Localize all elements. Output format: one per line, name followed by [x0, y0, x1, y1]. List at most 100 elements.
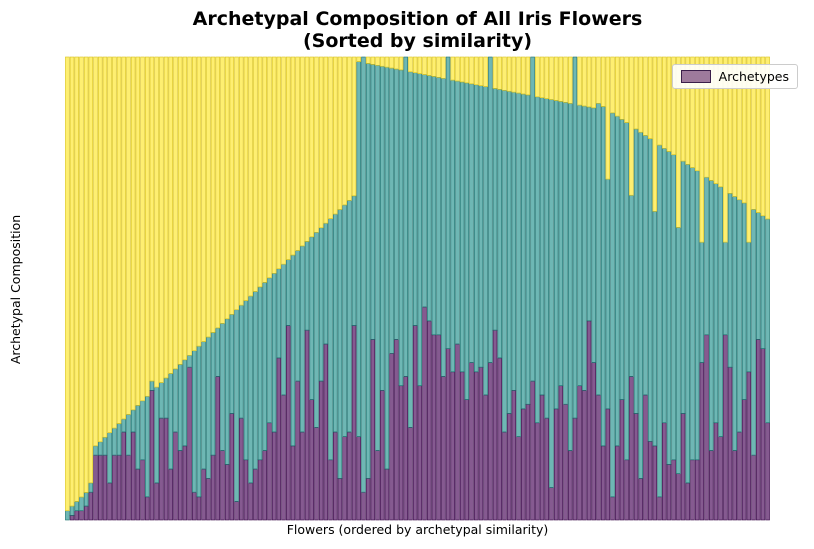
bar-archetype-3	[605, 56, 611, 180]
bar-archetype-3	[427, 56, 432, 76]
bar-archetype-3	[450, 56, 455, 81]
bar-archetype-3	[549, 56, 554, 100]
bar-archetype-1	[549, 487, 554, 521]
bar-archetype-2	[732, 196, 737, 451]
bar-archetype-3	[459, 56, 465, 83]
bar-archetype-3	[295, 56, 300, 251]
bar-archetype-2	[497, 89, 502, 359]
bar-archetype-3	[375, 56, 380, 66]
bar-archetype-2	[474, 84, 479, 373]
bar-archetype-2	[741, 202, 747, 400]
bar-archetype-3	[333, 56, 338, 215]
bar-archetype-1	[168, 468, 173, 521]
bar-archetype-1	[342, 436, 347, 521]
bar-archetype-2	[121, 418, 126, 433]
bar-archetype-1	[469, 362, 474, 521]
bar-archetype-2	[455, 80, 460, 345]
bar-archetype-3	[140, 56, 145, 402]
bar-archetype-2	[671, 154, 676, 461]
bar-archetype-2	[760, 215, 766, 349]
bar-archetype-3	[615, 56, 620, 117]
bar-archetype-2	[398, 69, 404, 387]
bar-archetype-1	[323, 343, 329, 521]
bar-archetype-2	[478, 85, 484, 368]
bar-archetype-1	[718, 436, 723, 521]
bar-archetype-2	[539, 97, 545, 396]
bar-archetype-1	[553, 408, 559, 521]
bar-archetype-2	[65, 510, 70, 521]
bar-archetype-1	[506, 413, 512, 521]
bar-archetype-1	[746, 371, 752, 521]
bar-archetype-3	[577, 56, 582, 106]
bar-archetype-1	[271, 431, 277, 521]
bar-archetype-2	[135, 405, 141, 470]
bar-archetype-1	[600, 445, 606, 521]
bar-archetype-1	[267, 422, 272, 521]
bar-archetype-1	[586, 320, 592, 521]
bar-archetype-3	[304, 56, 310, 242]
bar-archetype-3	[652, 56, 658, 212]
bar-archetype-3	[647, 56, 653, 139]
bar-archetype-3	[69, 56, 75, 507]
bar-archetype-1	[737, 431, 742, 521]
bar-archetype-1	[516, 436, 521, 521]
bar-archetype-1	[328, 459, 333, 521]
bar-archetype-1	[201, 468, 206, 521]
bar-archetype-1	[102, 454, 108, 521]
bar-archetype-1	[215, 376, 220, 521]
bar-archetype-1	[107, 482, 112, 521]
bar-archetype-1	[98, 454, 103, 521]
bar-archetype-1	[154, 482, 159, 521]
bar-archetype-1	[384, 468, 390, 521]
bar-archetype-1	[652, 445, 658, 521]
bar-archetype-3	[116, 56, 122, 424]
bar-archetype-2	[530, 56, 535, 382]
bar-archetype-1	[694, 459, 700, 521]
bar-archetype-3	[314, 56, 319, 233]
bar-archetype-1	[182, 445, 188, 521]
bar-archetype-2	[173, 368, 178, 433]
bar-archetype-3	[662, 56, 667, 149]
bar-archetype-3	[112, 56, 117, 429]
bar-archetype-2	[201, 341, 206, 470]
bar-archetype-3	[206, 56, 211, 338]
bar-archetype-2	[271, 273, 277, 433]
bar-archetype-3	[257, 56, 263, 288]
bar-archetype-3	[511, 56, 517, 93]
bar-archetype-3	[239, 56, 244, 306]
bar-archetype-3	[267, 56, 272, 279]
bar-archetype-1	[511, 390, 517, 521]
bar-archetype-1	[257, 459, 263, 521]
bar-archetype-3	[497, 56, 502, 90]
bar-archetype-2	[408, 71, 413, 428]
bar-archetype-2	[192, 350, 197, 493]
bar-archetype-3	[737, 56, 742, 201]
bar-archetype-3	[196, 56, 202, 347]
bar-archetype-3	[619, 56, 625, 120]
bar-archetype-3	[699, 56, 705, 243]
bar-archetype-1	[459, 371, 465, 521]
bar-archetype-3	[380, 56, 385, 67]
bar-archetype-2	[145, 395, 150, 498]
bar-archetype-2	[126, 414, 131, 456]
bar-archetype-2	[74, 501, 79, 512]
bar-archetype-3	[539, 56, 545, 99]
bar-archetype-1	[760, 348, 766, 521]
bar-archetype-2	[262, 282, 267, 451]
bar-archetype-2	[699, 241, 705, 363]
bar-archetype-2	[342, 204, 347, 437]
bar-archetype-1	[502, 431, 507, 521]
bar-archetype-1	[572, 417, 578, 521]
bar-archetype-2	[422, 74, 427, 308]
bar-archetype-1	[361, 491, 366, 521]
bar-archetype-2	[516, 92, 521, 437]
bar-archetype-1	[765, 422, 770, 521]
bar-archetype-3	[342, 56, 347, 206]
bar-archetype-1	[69, 515, 75, 521]
bar-archetype-3	[417, 56, 423, 74]
bar-archetype-2	[112, 427, 117, 456]
bar-archetype-2	[483, 86, 488, 396]
bar-archetype-3	[638, 56, 643, 133]
bar-archetype-3	[657, 56, 662, 146]
bar-archetype-1	[370, 339, 376, 521]
